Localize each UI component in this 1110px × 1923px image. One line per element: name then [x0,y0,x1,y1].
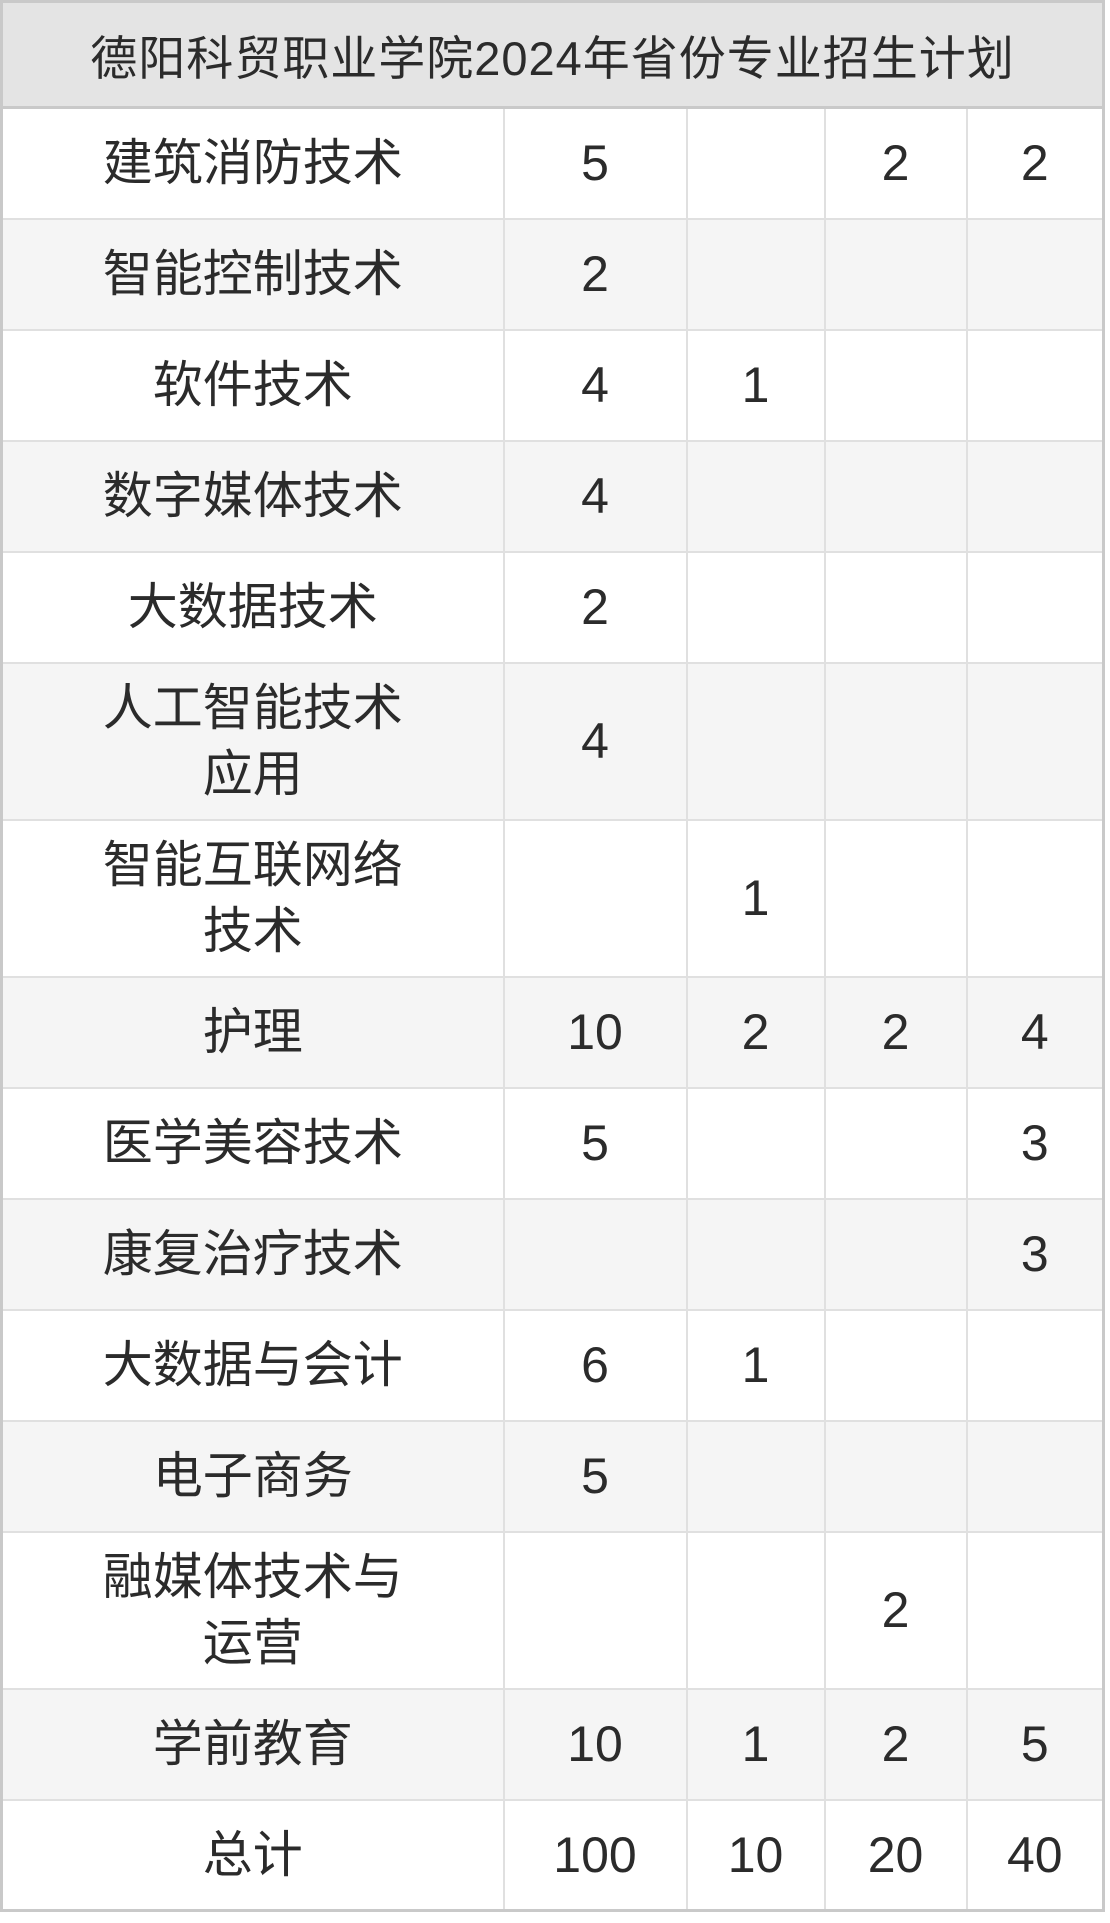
plan-value-cell: 1 [685,1687,826,1801]
table-row: 医学美容技术 5 3 [0,1086,1105,1200]
plan-value-cell [823,661,968,821]
plan-value-cell [823,1086,968,1200]
plan-value-cell: 2 [502,550,688,664]
plan-value-cell [502,1530,688,1690]
plan-value-cell: 1 [685,328,826,442]
plan-value-cell [823,217,968,331]
plan-value-cell [685,661,826,821]
major-name-cell: 软件技术 [0,328,505,442]
plan-value-cell [502,818,688,978]
table-title-row: 德阳科贸职业学院2024年省份专业招生计划 [0,0,1105,109]
plan-value-cell [823,550,968,664]
plan-value-cell [685,1197,826,1311]
plan-value-cell: 20 [823,1798,968,1912]
major-name-cell: 人工智能技术 应用 [0,661,505,821]
table-row: 智能互联网络 技术 1 [0,818,1105,978]
plan-value-cell [685,217,826,331]
plan-value-cell: 3 [965,1086,1105,1200]
table-row: 智能控制技术 2 [0,217,1105,331]
plan-value-cell: 5 [965,1687,1105,1801]
table-row: 总计 100 10 20 40 [0,1798,1105,1912]
plan-value-cell [823,439,968,553]
plan-value-cell: 1 [685,818,826,978]
plan-value-cell: 5 [502,1086,688,1200]
plan-value-cell: 2 [823,975,968,1089]
plan-value-cell: 5 [502,1419,688,1533]
plan-value-cell [823,1197,968,1311]
plan-value-cell: 2 [823,1530,968,1690]
plan-value-cell: 2 [823,1687,968,1801]
table-title: 德阳科贸职业学院2024年省份专业招生计划 [0,0,1105,109]
plan-value-cell: 2 [823,106,968,220]
plan-value-cell [685,1086,826,1200]
plan-value-cell [823,1308,968,1422]
major-name-cell: 大数据技术 [0,550,505,664]
table-row: 护理 10 2 2 4 [0,975,1105,1089]
plan-value-cell [965,328,1105,442]
plan-value-cell [685,106,826,220]
plan-value-cell: 4 [502,661,688,821]
table-row: 大数据技术 2 [0,550,1105,664]
plan-value-cell [685,550,826,664]
plan-value-cell [685,1530,826,1690]
plan-value-cell [823,818,968,978]
plan-value-cell [965,1308,1105,1422]
plan-value-cell: 6 [502,1308,688,1422]
plan-value-cell: 4 [502,328,688,442]
plan-value-cell: 10 [685,1798,826,1912]
plan-value-cell [502,1197,688,1311]
table-row: 大数据与会计 6 1 [0,1308,1105,1422]
plan-value-cell: 1 [685,1308,826,1422]
major-name-cell: 康复治疗技术 [0,1197,505,1311]
plan-value-cell: 2 [965,106,1105,220]
plan-value-cell [685,439,826,553]
major-name-cell: 医学美容技术 [0,1086,505,1200]
table-row: 建筑消防技术 5 2 2 [0,106,1105,220]
table-row: 数字媒体技术 4 [0,439,1105,553]
plan-value-cell: 4 [965,975,1105,1089]
plan-value-cell [965,439,1105,553]
plan-value-cell [965,217,1105,331]
table-row: 软件技术 4 1 [0,328,1105,442]
plan-value-cell [965,818,1105,978]
major-name-cell: 学前教育 [0,1687,505,1801]
table-body: 建筑消防技术 5 2 2 智能控制技术 2 软件技术 4 1 数字媒体技术 4 大数据技术 2 人工智能技… [0,106,1105,1912]
plan-value-cell: 10 [502,975,688,1089]
plan-value-cell [965,1419,1105,1533]
major-name-cell: 建筑消防技术 [0,106,505,220]
plan-value-cell [965,661,1105,821]
plan-value-cell [965,1530,1105,1690]
major-name-cell: 大数据与会计 [0,1308,505,1422]
major-name-cell: 融媒体技术与 运营 [0,1530,505,1690]
plan-value-cell: 40 [965,1798,1105,1912]
table-row: 融媒体技术与 运营 2 [0,1530,1105,1690]
major-name-cell: 电子商务 [0,1419,505,1533]
major-name-cell: 数字媒体技术 [0,439,505,553]
major-name-cell: 总计 [0,1798,505,1912]
table-row: 电子商务 5 [0,1419,1105,1533]
table-row: 康复治疗技术 3 [0,1197,1105,1311]
plan-value-cell [823,1419,968,1533]
plan-value-cell: 100 [502,1798,688,1912]
plan-value-cell: 3 [965,1197,1105,1311]
plan-value-cell: 2 [685,975,826,1089]
plan-value-cell [965,550,1105,664]
plan-value-cell [685,1419,826,1533]
major-name-cell: 智能互联网络 技术 [0,818,505,978]
table-row: 人工智能技术 应用 4 [0,661,1105,821]
plan-value-cell: 5 [502,106,688,220]
plan-value-cell: 4 [502,439,688,553]
plan-value-cell [823,328,968,442]
major-name-cell: 智能控制技术 [0,217,505,331]
table-row: 学前教育 10 1 2 5 [0,1687,1105,1801]
plan-value-cell: 10 [502,1687,688,1801]
major-name-cell: 护理 [0,975,505,1089]
plan-value-cell: 2 [502,217,688,331]
